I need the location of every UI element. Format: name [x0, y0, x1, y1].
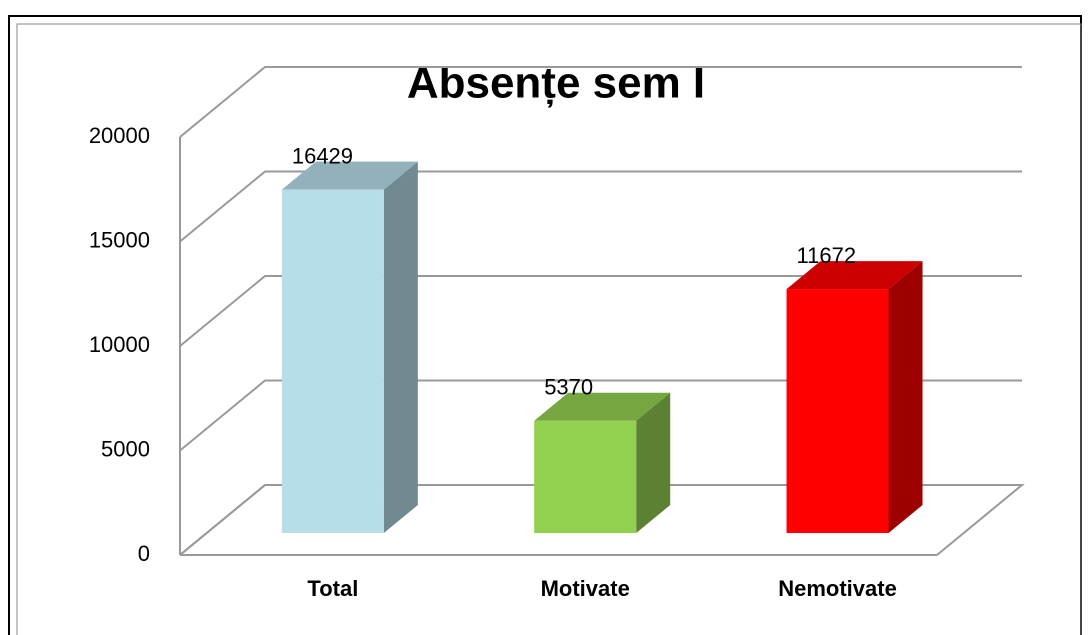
value-label: 11672: [797, 243, 857, 268]
bar-top: [281, 161, 418, 190]
bar: [281, 189, 384, 534]
y-tick-label: 0: [138, 541, 150, 566]
bar: [534, 420, 637, 534]
bar-side: [888, 261, 923, 534]
y-tick-label: 10000: [89, 332, 150, 357]
bar-top: [786, 261, 923, 290]
x-tick-label: Total: [307, 576, 358, 601]
y-tick-label: 20000: [89, 123, 150, 148]
grid-line: [179, 484, 1022, 556]
grid-line: [179, 379, 1022, 452]
chart-title: Absențe sem I: [407, 59, 705, 108]
bar-side: [383, 161, 418, 534]
x-tick-label: Nemotivate: [778, 576, 897, 601]
value-label: 5370: [544, 375, 593, 400]
grid-line: [179, 66, 1022, 138]
y-tick-label: 15000: [89, 227, 150, 252]
grid-line: [179, 275, 1022, 347]
bar-side: [636, 392, 671, 534]
bar-top: [534, 392, 671, 421]
grid-line: [179, 170, 1022, 243]
value-label: 16429: [292, 143, 353, 168]
x-tick-label: Motivate: [541, 576, 630, 601]
inner-frame: [16, 23, 1082, 635]
bar: [786, 289, 889, 534]
y-tick-label: 5000: [101, 436, 150, 461]
